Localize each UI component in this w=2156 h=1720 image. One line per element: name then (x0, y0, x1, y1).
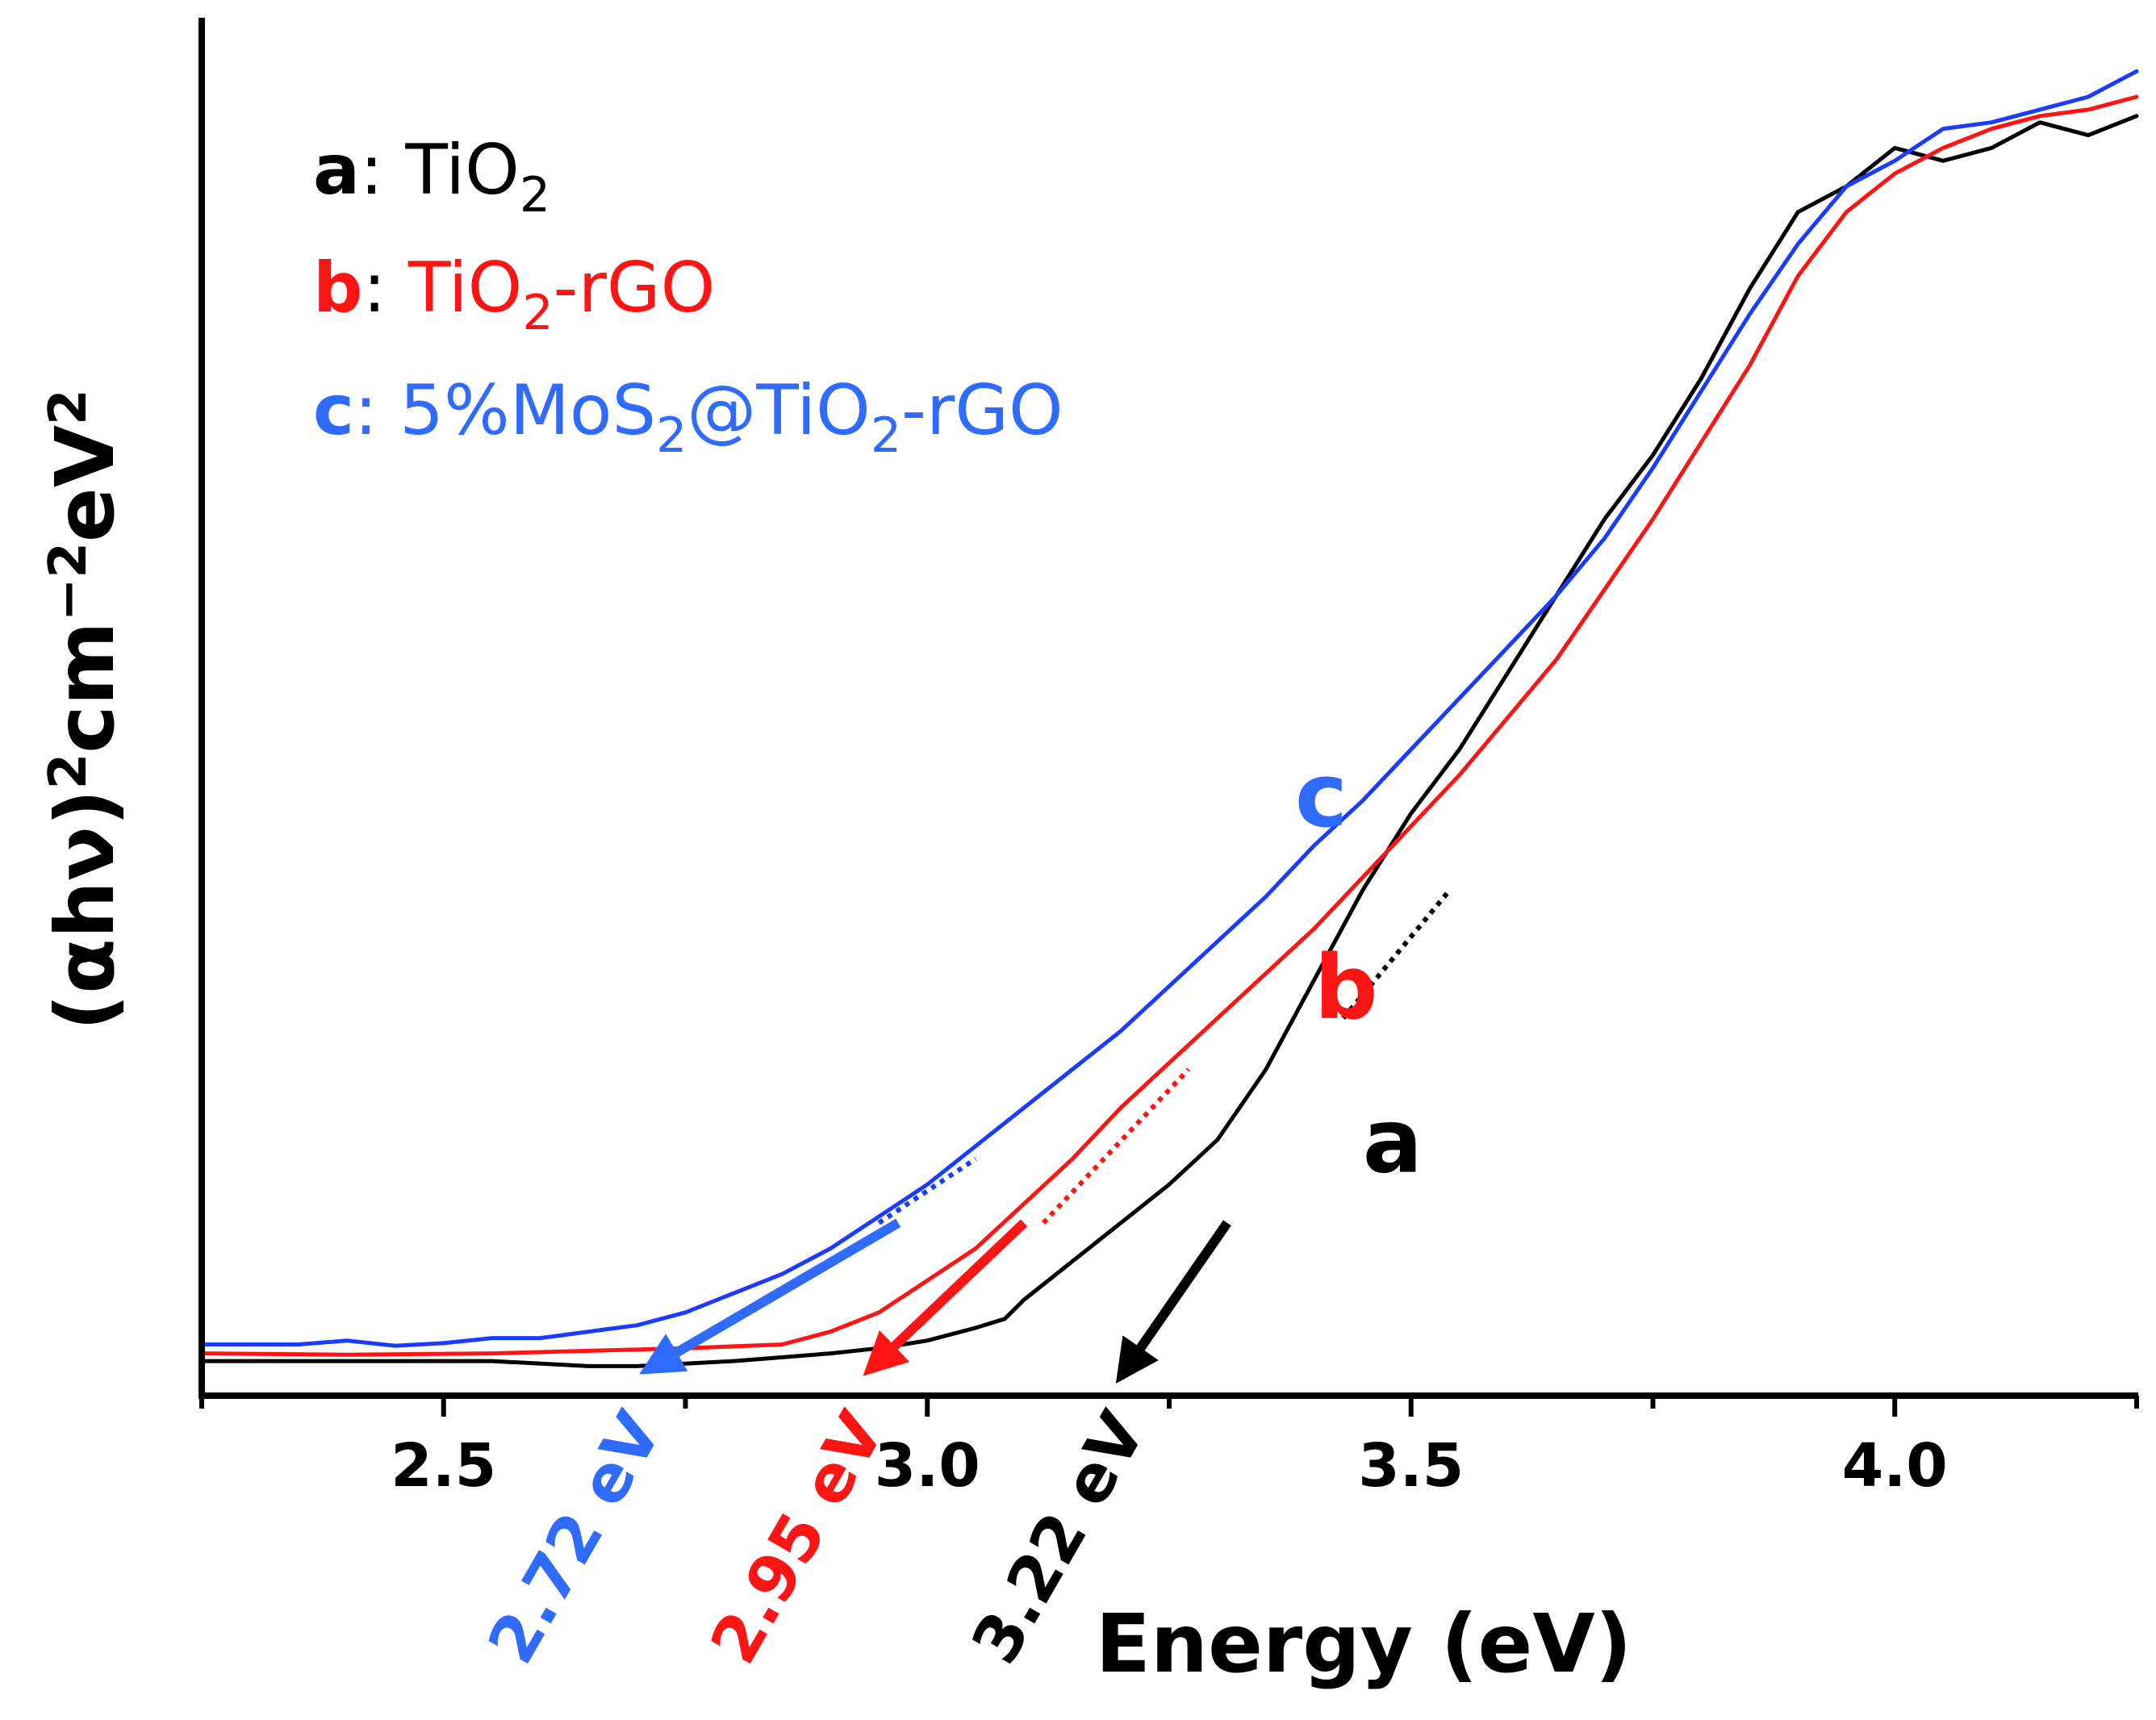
y-axis-title-unit2: eV (38, 425, 132, 542)
curve-label-c: c (1295, 744, 1348, 847)
legend-post-c: -rGO (901, 370, 1063, 451)
x-axis-tick-labels: 2.5 3.0 3.5 4.0 (391, 1431, 1948, 1501)
series-b-line (199, 94, 2139, 1357)
axes (198, 18, 2138, 1399)
legend-sub-b: 2 (522, 285, 553, 341)
series-c-line (199, 69, 2139, 1348)
y-axis-title-unit: cm (38, 621, 132, 753)
x-axis-title: Energy (eV) (1096, 1597, 1632, 1691)
legend-item-c: c: 5%MoS2@TiO2-rGO (313, 370, 1063, 464)
legend-sep-b: : (363, 248, 408, 328)
y-axis-title-exp2: −2 (39, 542, 98, 621)
arrow-a (1115, 1220, 1231, 1384)
curve-label-a: a (1363, 1089, 1423, 1192)
y-axis-title: (αhν)2cm−2eV2 (38, 389, 132, 1030)
legend-sep-a: : (360, 130, 405, 211)
x-tick-label: 3.5 (1358, 1431, 1464, 1501)
y-axis-title-main: (αhν) (38, 789, 132, 1030)
legend-sep-c: : (354, 370, 399, 451)
legend-post-b: -rGO (554, 248, 716, 328)
extrapolation-lines (877, 888, 1452, 1225)
legend-text-c: 5%MoS (399, 370, 656, 451)
x-axis-ticks (199, 1396, 2139, 1417)
arrow-b (863, 1219, 1028, 1376)
data-curves (199, 69, 2139, 1368)
arrow-c (639, 1218, 901, 1375)
y-axis-title-exp1: 2 (39, 754, 98, 790)
legend-key-b: b (313, 248, 363, 328)
legend-key-c: c (313, 370, 354, 451)
legend-mid-c: @TiO (687, 370, 870, 451)
legend-sub-c: 2 (656, 407, 687, 464)
series-a-line (199, 114, 2139, 1368)
legend: a: TiO2 b: TiO2-rGO c: 5%MoS2@TiO2-rGO (313, 130, 1063, 464)
tangent-a (1341, 888, 1452, 1020)
legend-item-a: a: TiO2 (313, 130, 550, 223)
curve-label-b: b (1314, 936, 1378, 1039)
curve-labels: cba (1295, 744, 1423, 1192)
legend-text-b: TiO (407, 248, 522, 328)
band-gap-labels: 2.72 eV 2.95 eV 3.22 eV (474, 1400, 1160, 1676)
x-tick-label: 2.5 (391, 1431, 496, 1501)
tangent-c (877, 1156, 977, 1225)
band-gap-label-c: 2.72 eV (474, 1400, 676, 1676)
legend-text-a: TiO (404, 130, 519, 211)
y-axis-title-exp3: 2 (39, 389, 98, 425)
tangent-b (1041, 1067, 1191, 1225)
legend-sub-a: 2 (520, 167, 550, 223)
band-gap-label-b: 2.95 eV (696, 1400, 899, 1676)
legend-item-b: b: TiO2-rGO (313, 248, 715, 341)
x-tick-label: 4.0 (1842, 1431, 1948, 1501)
legend-key-a: a (313, 130, 360, 211)
legend-sub2-c: 2 (871, 407, 901, 464)
band-gap-arrows (639, 1218, 1231, 1384)
x-tick-label: 3.0 (875, 1431, 980, 1501)
